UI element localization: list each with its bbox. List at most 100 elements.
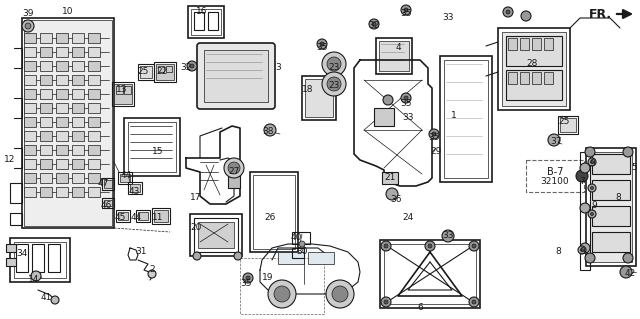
Bar (140, 66, 152, 78)
Bar (544, 72, 553, 84)
Ellipse shape (268, 280, 296, 308)
Bar (24, 47, 36, 57)
Text: 45: 45 (115, 213, 125, 222)
Text: FR.: FR. (588, 8, 612, 20)
Bar (56, 61, 68, 71)
Ellipse shape (442, 230, 454, 242)
Text: 9: 9 (589, 160, 595, 168)
Text: 35: 35 (400, 100, 412, 108)
Ellipse shape (588, 184, 596, 192)
Text: 32: 32 (180, 63, 192, 72)
Text: 23: 23 (328, 81, 340, 91)
Bar (40, 75, 52, 85)
Ellipse shape (588, 158, 596, 166)
Ellipse shape (469, 241, 479, 251)
Bar (40, 33, 52, 43)
Ellipse shape (469, 297, 479, 307)
Text: 1: 1 (451, 112, 457, 121)
Bar (88, 131, 100, 141)
Bar (384, 244, 476, 304)
Bar (24, 187, 36, 197)
Ellipse shape (404, 8, 408, 12)
Text: 33: 33 (442, 232, 454, 241)
Ellipse shape (148, 270, 156, 278)
Bar (191, 9, 221, 35)
Bar (24, 103, 36, 113)
Bar (152, 208, 170, 224)
Bar (308, 252, 334, 264)
Ellipse shape (320, 42, 324, 46)
Bar (520, 38, 529, 50)
Bar (124, 118, 180, 176)
Bar (592, 180, 630, 200)
Text: 32100: 32100 (541, 177, 570, 187)
Ellipse shape (322, 72, 346, 96)
Bar (120, 174, 130, 182)
Bar (154, 62, 176, 82)
Bar (88, 61, 100, 71)
Text: 16: 16 (196, 8, 208, 17)
Bar (544, 38, 553, 50)
Ellipse shape (585, 147, 595, 157)
Bar (560, 118, 576, 132)
Text: 12: 12 (4, 155, 16, 165)
Bar (24, 61, 36, 71)
Ellipse shape (588, 210, 596, 218)
Ellipse shape (51, 296, 59, 304)
Bar (88, 159, 100, 169)
Bar (526, 160, 584, 192)
Ellipse shape (322, 52, 346, 76)
Ellipse shape (243, 273, 253, 283)
Bar (520, 72, 529, 84)
Text: 36: 36 (390, 196, 402, 204)
Text: 33: 33 (442, 13, 454, 23)
Ellipse shape (224, 158, 244, 178)
Bar (24, 117, 36, 127)
Ellipse shape (425, 241, 435, 251)
Bar (24, 33, 36, 43)
Text: 43: 43 (128, 188, 140, 197)
Ellipse shape (580, 163, 590, 173)
Ellipse shape (386, 188, 398, 200)
Text: 28: 28 (526, 60, 538, 69)
Bar (130, 184, 140, 192)
Bar (56, 173, 68, 183)
Bar (56, 131, 68, 141)
Bar (40, 117, 52, 127)
Ellipse shape (327, 77, 341, 91)
Ellipse shape (187, 61, 197, 71)
Bar (380, 240, 480, 308)
Bar (250, 172, 298, 252)
Text: 20: 20 (190, 224, 202, 233)
Bar (40, 145, 52, 155)
Bar (374, 108, 394, 126)
Ellipse shape (404, 96, 408, 100)
Text: 32: 32 (368, 21, 380, 31)
Bar (532, 72, 541, 84)
Bar (440, 56, 492, 182)
Bar (88, 89, 100, 99)
Text: 38: 38 (262, 128, 274, 137)
Bar (72, 187, 84, 197)
Text: 2: 2 (149, 265, 155, 275)
Ellipse shape (472, 244, 476, 248)
Ellipse shape (190, 64, 194, 68)
Bar (6, 244, 16, 252)
Bar (292, 232, 310, 244)
Bar (72, 103, 84, 113)
Bar (32, 244, 44, 272)
Bar (40, 131, 52, 141)
Bar (198, 222, 234, 248)
Bar (72, 159, 84, 169)
Bar (56, 89, 68, 99)
Text: 22: 22 (156, 68, 168, 77)
Ellipse shape (472, 300, 476, 304)
Ellipse shape (31, 271, 41, 281)
Bar (88, 33, 100, 43)
Bar (116, 86, 123, 94)
Bar (112, 82, 134, 106)
Text: 21: 21 (384, 174, 396, 182)
Bar (228, 176, 240, 188)
Bar (508, 72, 517, 84)
Text: 25: 25 (138, 68, 148, 77)
